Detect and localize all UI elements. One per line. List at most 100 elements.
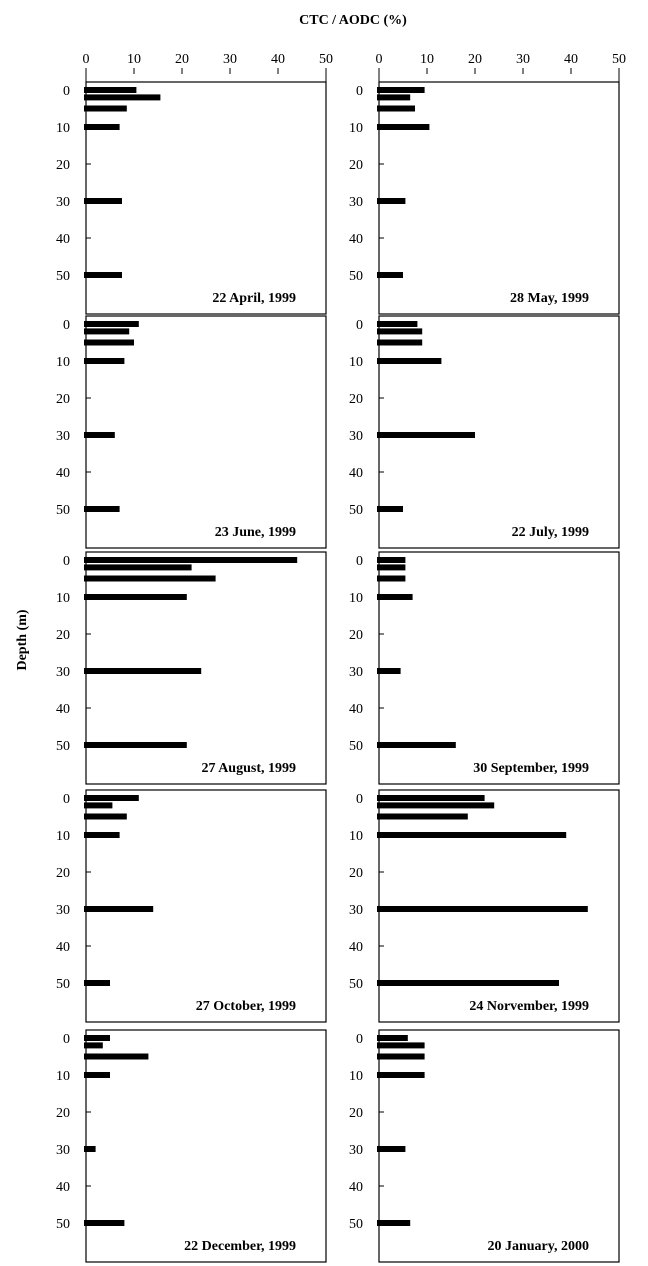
y-tick-label: 40 [56, 232, 70, 247]
data-bar [377, 94, 411, 101]
data-bar [84, 813, 127, 820]
y-tick-label: 40 [56, 1180, 70, 1195]
x-tick-label: 0 [83, 52, 90, 67]
data-bar [377, 832, 567, 838]
y-tick-label: 10 [56, 121, 70, 136]
y-tick-label: 40 [349, 232, 363, 247]
y-tick-label: 50 [349, 269, 363, 284]
y-tick-label: 40 [56, 466, 70, 481]
x-tick-label: 50 [319, 52, 333, 67]
panel-date-label: 20 January, 2000 [487, 1239, 589, 1254]
y-tick-label: 50 [56, 503, 70, 518]
y-tick-label: 50 [56, 739, 70, 754]
data-bar [377, 1146, 406, 1152]
y-tick-label: 40 [56, 940, 70, 955]
data-bar [377, 1220, 411, 1226]
panel-date-label: 28 May, 1999 [510, 291, 589, 306]
y-tick-label: 20 [349, 158, 363, 173]
data-bar [84, 802, 113, 809]
y-tick-label: 30 [349, 429, 363, 444]
y-tick-label: 40 [56, 702, 70, 717]
y-tick-label: 20 [349, 1106, 363, 1121]
data-bar [84, 1042, 103, 1049]
panel-frame [378, 1029, 620, 1263]
y-tick-label: 0 [356, 792, 363, 807]
panel: 0 10 20 30 40 50 20 January, 2000 [349, 1029, 620, 1263]
y-tick-label: 30 [349, 903, 363, 918]
y-tick-label: 10 [56, 355, 70, 370]
x-tick-label: 50 [612, 52, 626, 67]
y-tick-label: 10 [349, 355, 363, 370]
data-bar [84, 795, 139, 801]
data-bar [377, 575, 406, 582]
y-tick-label: 30 [56, 665, 70, 680]
data-bar [377, 432, 475, 438]
data-bar [377, 1053, 425, 1060]
data-bar [84, 594, 187, 600]
y-tick-label: 50 [349, 1217, 363, 1232]
data-bar [377, 906, 588, 912]
data-bar [84, 358, 125, 364]
panel-date-label: 22 December, 1999 [184, 1239, 296, 1254]
y-tick-label: 10 [56, 591, 70, 606]
y-tick-label: 20 [56, 1106, 70, 1121]
data-bar [377, 506, 403, 512]
data-bar [84, 94, 161, 101]
y-tick-label: 50 [349, 739, 363, 754]
y-tick-label: 50 [56, 269, 70, 284]
y-tick-label: 50 [349, 503, 363, 518]
y-tick-label: 0 [63, 792, 70, 807]
x-tick-label: 40 [271, 52, 285, 67]
panel-date-label: 23 June, 1999 [215, 525, 296, 540]
x-tick-label: 30 [223, 52, 237, 67]
data-bar [84, 557, 298, 563]
data-bar [84, 506, 120, 512]
y-axis-title: Depth (m) [15, 609, 30, 670]
panel-frame [378, 81, 620, 315]
data-bar [377, 339, 423, 346]
y-tick-label: 40 [349, 1180, 363, 1195]
y-tick-label: 10 [349, 121, 363, 136]
y-tick-label: 10 [349, 829, 363, 844]
data-bar [84, 105, 127, 112]
y-tick-label: 0 [63, 84, 70, 99]
y-tick-label: 10 [349, 1069, 363, 1084]
y-tick-label: 20 [349, 628, 363, 643]
panel: 0 10 20 30 40 50 28 May, 1999 [349, 72, 620, 315]
data-bar [377, 564, 406, 571]
data-bar [84, 328, 130, 335]
panel-date-label: 30 September, 1999 [473, 761, 589, 776]
y-tick-label: 0 [356, 318, 363, 333]
plot-area: 0 10 20 30 40 50 0 10 20 30 40 50 0 10 20 30 40 50 22 Apri… [56, 52, 626, 1263]
x-tick-label: 40 [564, 52, 578, 67]
panel-date-label: 22 July, 1999 [512, 525, 589, 540]
x-tick-label: 30 [516, 52, 530, 67]
data-bar [84, 980, 110, 986]
data-bar [84, 906, 154, 912]
y-tick-label: 10 [56, 829, 70, 844]
x-tick-label: 20 [175, 52, 189, 67]
data-bar [84, 1035, 110, 1041]
y-tick-label: 0 [63, 1032, 70, 1047]
data-bar [377, 328, 423, 335]
y-tick-label: 50 [349, 977, 363, 992]
data-bar [377, 124, 430, 130]
data-bar [377, 1072, 425, 1078]
y-tick-label: 30 [349, 195, 363, 210]
data-bar [377, 198, 406, 204]
y-tick-label: 0 [63, 554, 70, 569]
x-tick-label: 20 [468, 52, 482, 67]
panel-frame [85, 1029, 327, 1263]
y-tick-label: 20 [56, 392, 70, 407]
panel: 0 10 20 30 40 50 24 Norvember, 1999 [349, 789, 620, 1023]
data-bar [377, 668, 401, 674]
panel: 0 10 20 30 40 50 27 August, 1999 [56, 551, 327, 785]
panel: 0 10 20 30 40 50 22 December, 1999 [56, 1029, 327, 1263]
panel: 0 10 20 30 40 50 23 June, 1999 [56, 315, 327, 549]
data-bar [377, 802, 495, 809]
y-tick-label: 30 [56, 195, 70, 210]
data-bar [377, 1042, 425, 1049]
panel-frame [378, 551, 620, 785]
panel: 0 10 20 30 40 50 30 September, 1999 [349, 551, 620, 785]
